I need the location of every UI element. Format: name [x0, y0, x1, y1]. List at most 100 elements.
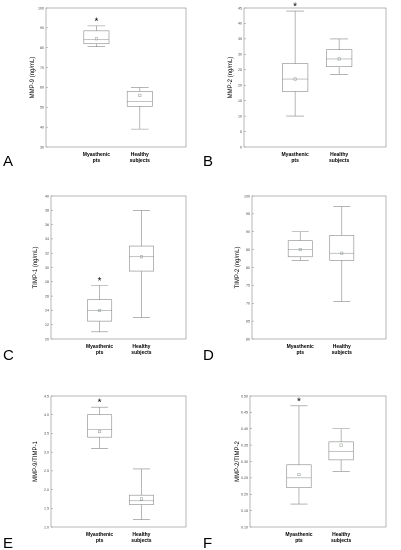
category-label: Healthy subjects [331, 532, 352, 544]
plot-frame [50, 195, 187, 340]
y-tick-label: 100 [244, 194, 250, 198]
box-healthy [326, 38, 353, 75]
category-label: Healthy subjects [131, 344, 152, 356]
y-tick-label: 4.0 [44, 413, 49, 417]
iqr-box [129, 494, 154, 505]
category-label: Healthy subjects [332, 344, 353, 356]
panel-letter: C [3, 347, 14, 364]
y-tick-label: 30 [238, 53, 242, 57]
panel-c: 20 22 24 26 28 30 32 34 36 38 40 TIMP-1 (ng/mL) C Mya… [3, 194, 187, 364]
mean-marker [339, 443, 343, 447]
panel-letter: D [203, 347, 214, 364]
y-tick-label: 60 [246, 337, 250, 341]
y-tick-label: 34 [45, 237, 49, 241]
iqr-box [329, 235, 355, 261]
y-axis-label: MMP-9/TIMP-1 [33, 441, 39, 482]
y-tick-label: 28 [45, 280, 49, 284]
mean-marker [94, 37, 98, 41]
panel-f: 0.10 0.15 0.20 0.25 0.30 0.35 0.40 0.45 0.50 MMP-… [203, 394, 387, 550]
category-label: Healthy subjects [329, 152, 350, 164]
iqr-box [126, 91, 153, 107]
iqr-box [129, 245, 154, 272]
mean-marker [297, 473, 301, 477]
y-tick-label: 5 [240, 130, 242, 134]
y-tick-label: 2.5 [44, 469, 49, 473]
y-tick-label: 45 [238, 6, 242, 10]
y-tick-label: 35 [238, 37, 242, 41]
box-healthy [329, 206, 355, 302]
panel-letter: B [203, 153, 213, 170]
mean-marker [340, 251, 344, 255]
y-tick-label: 1.0 [44, 525, 49, 529]
y-tick-label: 0.50 [241, 394, 248, 398]
y-tick-label: 15 [238, 99, 242, 103]
y-tick-label: 60 [40, 86, 44, 90]
category-label: Myasthenic pts [86, 344, 113, 356]
y-tick-label: 0.15 [241, 509, 248, 513]
y-tick-label: 30 [40, 145, 44, 149]
category-label: Healthy subjects [130, 152, 151, 164]
mean-marker [298, 248, 302, 252]
significance-asterisk: * [297, 396, 301, 407]
iqr-box [282, 63, 309, 92]
significance-asterisk: * [293, 2, 297, 13]
category-label: Myasthenic pts [83, 152, 110, 164]
y-tick-label: 90 [246, 230, 250, 234]
y-tick-label: 40 [238, 22, 242, 26]
mean-marker [140, 497, 143, 501]
y-tick-label: 50 [40, 106, 44, 110]
y-tick-label: 0.40 [241, 427, 248, 431]
y-tick-label: 36 [45, 223, 49, 227]
panel-e: 1.0 1.5 2.0 2.5 3.0 3.5 4.0 4.5 MMP-9/TIMP-1 E Mya… [3, 394, 187, 550]
mean-marker [337, 57, 341, 61]
y-tick-label: 10 [238, 114, 242, 118]
category-label: Myasthenic pts [86, 532, 113, 544]
panel-letter: A [3, 153, 13, 170]
y-tick-label: 40 [45, 194, 49, 198]
panel-d: 60 65 70 75 80 85 90 95 100 TIMP-2 (ng/mL) D Myasth… [203, 194, 387, 364]
plot-frame [243, 7, 387, 148]
y-tick-label: 26 [45, 294, 49, 298]
y-tick-label: 0.20 [241, 493, 248, 497]
box-healthy [328, 428, 354, 472]
plot-frame [45, 7, 187, 148]
panel-a: 30 40 50 60 70 80 90 100 MMP-9 (ng/mL) A Myastheni… [3, 6, 187, 170]
significance-asterisk: * [98, 398, 102, 409]
y-tick-label: 3.5 [44, 432, 49, 436]
y-tick-label: 4.5 [44, 394, 49, 398]
box-myasthenic [287, 231, 313, 261]
category-label: Myasthenic pts [287, 344, 314, 356]
y-tick-label: 0.45 [241, 411, 248, 415]
y-tick-label: 100 [38, 6, 44, 10]
box-myasthenic [282, 10, 309, 117]
y-tick-label: 75 [246, 284, 250, 288]
category-label: Healthy subjects [131, 532, 152, 544]
significance-asterisk: * [94, 16, 98, 27]
iqr-box [83, 30, 110, 45]
box-myasthenic [87, 406, 113, 449]
mean-marker [293, 77, 297, 81]
y-tick-label: 3.0 [44, 450, 49, 454]
iqr-box [87, 414, 113, 438]
mean-marker [98, 308, 102, 312]
y-axis-label: TIMP-2 (ng/mL) [235, 246, 241, 288]
box-healthy [126, 87, 153, 130]
plot-frame [249, 395, 387, 528]
y-tick-label: 80 [246, 266, 250, 270]
y-tick-label: 25 [238, 68, 242, 72]
significance-asterisk: * [98, 276, 102, 287]
plot-frame [251, 195, 387, 340]
y-tick-label: 0.25 [241, 476, 248, 480]
box-healthy [129, 468, 154, 520]
mean-marker [138, 93, 142, 97]
iqr-box [326, 49, 353, 67]
y-tick-label: 1.5 [44, 507, 49, 511]
y-tick-label: 70 [40, 66, 44, 70]
y-tick-label: 20 [238, 84, 242, 88]
y-tick-label: 0.35 [241, 443, 248, 447]
y-axis-label: MMP-2/TIMP-2 [235, 441, 241, 482]
y-axis-label: MMP-2 (ng/mL) [228, 57, 234, 99]
y-tick-label: 0.30 [241, 460, 248, 464]
box-healthy [129, 210, 154, 318]
